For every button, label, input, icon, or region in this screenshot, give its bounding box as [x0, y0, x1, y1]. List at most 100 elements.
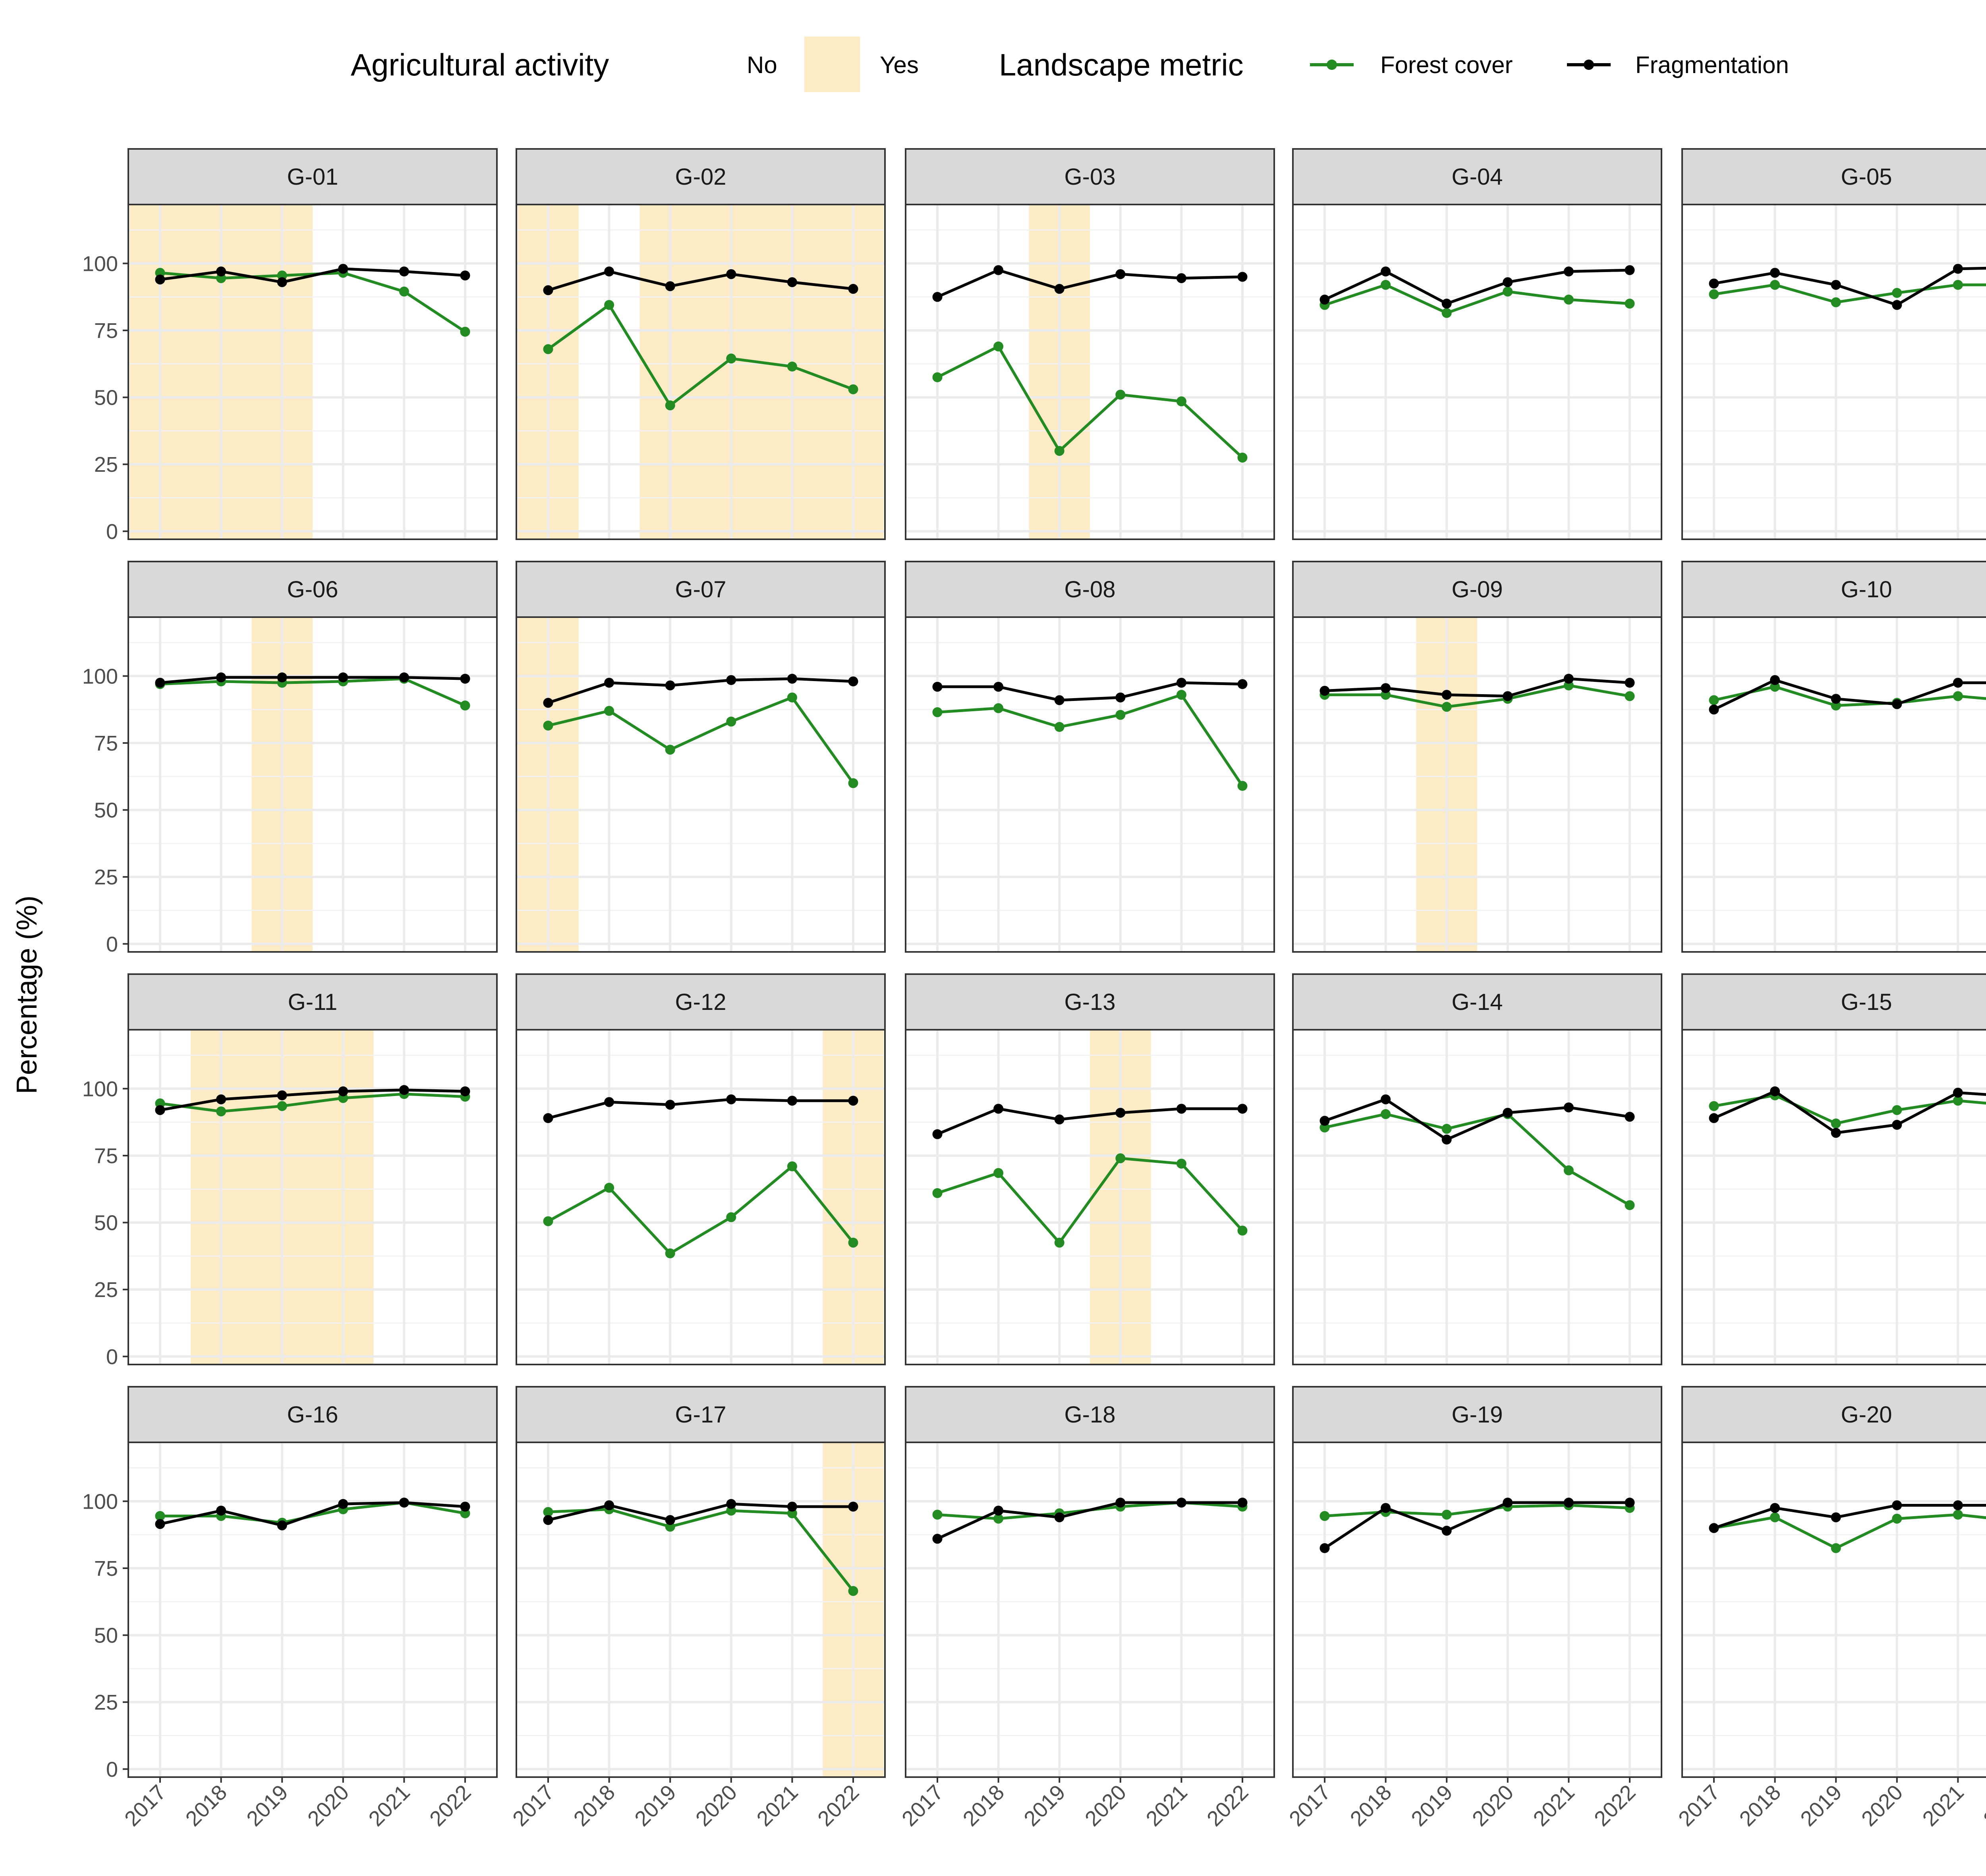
forest-cover-point: [665, 745, 675, 755]
x-tick-label: 2019: [630, 1780, 680, 1831]
forest-cover-line: [1714, 1513, 1986, 1550]
fragmentation-line: [160, 676, 466, 684]
forest-cover-point: [1054, 446, 1064, 456]
facet-strip-label: G-09: [1452, 577, 1503, 602]
forest-cover-point: [848, 1237, 858, 1248]
x-tick-label: 2017: [120, 1780, 170, 1831]
fragmentation-point: [1176, 273, 1186, 283]
forest-cover-line: [548, 696, 854, 784]
forest-cover-line: [547, 303, 854, 407]
forest-cover-point: [1709, 1101, 1719, 1111]
fragmentation-point: [1625, 1112, 1635, 1122]
y-tick-label: 50: [94, 386, 118, 410]
facet-strip: [905, 561, 1275, 618]
forest-cover-point: [665, 1248, 675, 1258]
y-tick-label: 0: [106, 520, 118, 544]
facet-strip: [128, 1386, 498, 1443]
facet-strip-label: G-11: [288, 989, 338, 1015]
facet-panels: G-01 0 25 50 75 100 G-02 G-03 G-04 G-05 G-06 0 25 50 7…: [82, 148, 1986, 1831]
y-tick-label: 25: [94, 1278, 118, 1302]
fragmentation-point: [993, 1104, 1004, 1114]
fragmentation-point: [848, 1096, 858, 1106]
forest-cover-line: [547, 1165, 854, 1255]
y-tick-label: 25: [94, 865, 118, 889]
y-tick-label: 100: [82, 664, 118, 688]
fragmentation-point: [1319, 1116, 1330, 1126]
forest-cover-point: [993, 1513, 1004, 1524]
fragmentation-line: [1713, 1090, 1986, 1135]
fragmentation-point: [993, 681, 1004, 692]
fragmentation-line: [1324, 677, 1630, 698]
facet-strip-label: G-18: [1064, 1402, 1116, 1428]
forest-cover-point: [399, 286, 409, 297]
forest-cover-point: [932, 1188, 943, 1198]
facet-strip: [128, 973, 498, 1031]
panel-g-15: G-15: [1681, 973, 1986, 1365]
forest-cover-point: [1563, 1165, 1574, 1175]
fragmentation-point: [1381, 266, 1391, 277]
panel-background: [128, 1442, 497, 1777]
panel-background: [1682, 1030, 1986, 1365]
y-tick-label: 50: [94, 1211, 118, 1235]
fragmentation-point: [726, 675, 736, 685]
forest-cover-point: [543, 720, 553, 731]
panel-g-20: G-20 2017 2018 2019 2020 2021 2022: [1674, 1386, 1986, 1831]
fragmentation-point: [932, 292, 943, 302]
forest-cover-point: [1381, 1109, 1391, 1119]
panel-background: [1682, 617, 1986, 952]
forest-cover-point: [155, 1511, 165, 1521]
fragmentation-point: [848, 676, 858, 687]
y-axis-title: Percentage (%): [11, 896, 43, 1094]
fragmentation-point: [338, 1499, 348, 1509]
x-tick-label: 2018: [1346, 1780, 1396, 1831]
fragmentation-point: [1953, 264, 1963, 274]
facet-strip: [128, 561, 498, 618]
fragmentation-line: [1713, 679, 1986, 711]
y-tick-label: 25: [94, 453, 118, 477]
forest-cover-point: [1115, 390, 1126, 400]
legend-title-landscape-metric: Landscape metric: [999, 47, 1244, 82]
legend-label-agri-yes: Yes: [880, 52, 919, 78]
forest-cover-point: [1770, 280, 1780, 290]
fragmentation-line: [1713, 1504, 1986, 1530]
facet-strip-label: G-07: [675, 577, 726, 602]
panel-background: [1293, 1442, 1661, 1777]
fragmentation-point: [665, 281, 675, 291]
fragmentation-point: [277, 672, 287, 683]
panel-g-10: G-10: [1681, 561, 1986, 953]
fragmentation-point: [1115, 692, 1126, 703]
fragmentation-point: [1892, 1119, 1902, 1130]
forest-cover-point: [1625, 691, 1635, 701]
forest-cover-point: [665, 400, 675, 411]
fragmentation-point: [216, 266, 226, 277]
forest-cover-point: [932, 372, 943, 382]
fragmentation-point: [1115, 269, 1126, 279]
y-tick-label: 75: [94, 319, 118, 343]
panel-g-09: G-09: [1292, 561, 1662, 953]
panel-g-01: G-01 0 25 50 75 100: [82, 148, 498, 544]
facet-strip: [1681, 561, 1986, 618]
fragmentation-point: [1115, 1498, 1126, 1508]
fragmentation-point: [1054, 695, 1064, 705]
legend-label-forest-cover: Forest cover: [1380, 52, 1513, 78]
forest-cover-point: [993, 1168, 1004, 1178]
x-tick-label: 2017: [508, 1780, 558, 1831]
fragmentation-point: [1831, 694, 1841, 704]
facet-strip-label: G-05: [1841, 164, 1892, 190]
fragmentation-point: [665, 1515, 675, 1525]
forest-cover-point: [1770, 1512, 1780, 1523]
forest-cover-point: [1237, 781, 1248, 791]
fragmentation-point: [1831, 1128, 1841, 1138]
fragmentation-line: [547, 270, 854, 292]
panel-g-04: G-04: [1292, 148, 1662, 540]
facet-strip: [1292, 1386, 1662, 1443]
facet-strip-label: G-19: [1452, 1402, 1503, 1428]
facet-strip: [1681, 148, 1986, 205]
fragmentation-point: [216, 1505, 226, 1516]
fragmentation-point: [1770, 268, 1780, 278]
x-tick-label: 2020: [1080, 1780, 1131, 1831]
fragmentation-line: [1324, 1501, 1630, 1550]
legend-key-agri-yes: [804, 37, 860, 92]
fragmentation-point: [216, 672, 226, 683]
fragmentation-point: [1625, 1498, 1635, 1508]
